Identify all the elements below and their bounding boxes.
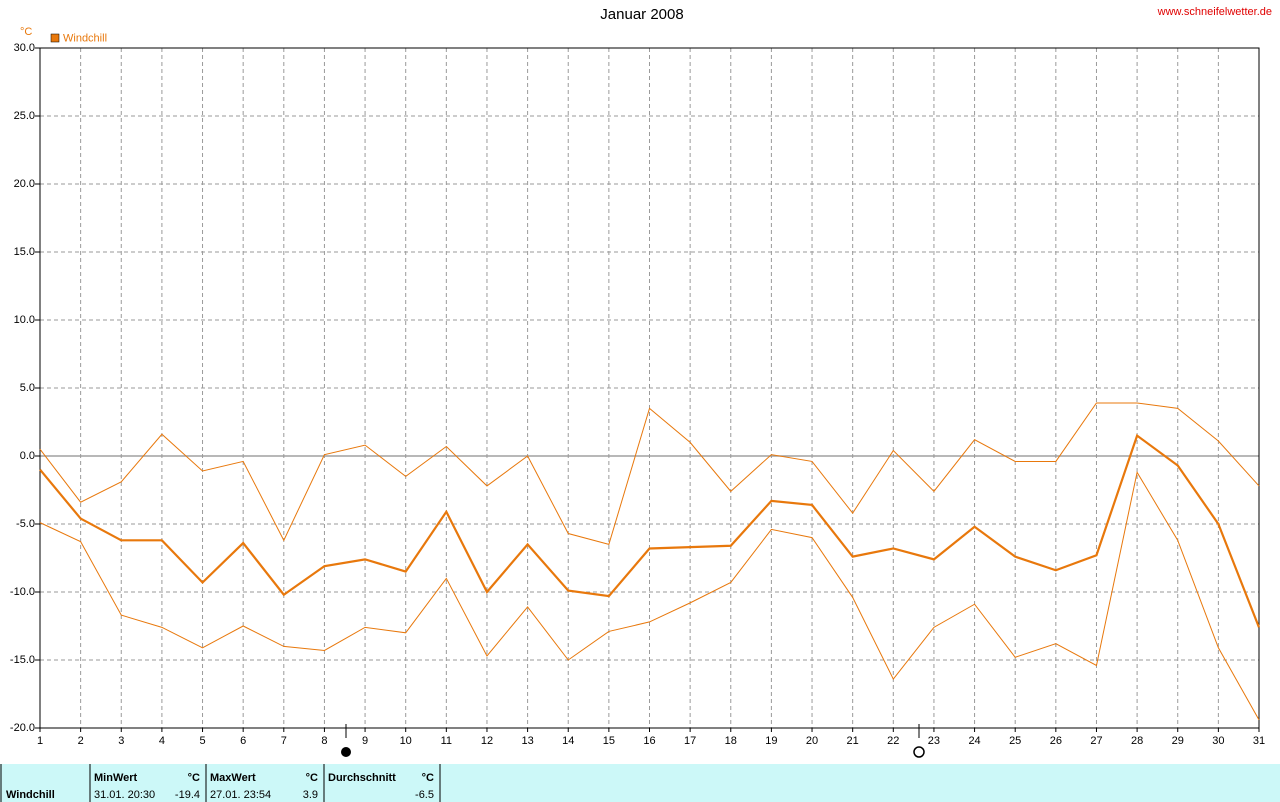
chart-title: Januar 2008 [600,6,683,23]
x-tick-label: 5 [199,735,205,747]
legend-swatch [50,33,60,43]
x-tick-label: 11 [441,735,452,747]
x-tick-label: 6 [240,735,246,747]
summary-header: MinWert [94,772,138,784]
line [39,402,1260,546]
x-tick-label: 13 [521,735,533,747]
x-tick-label: 17 [684,735,696,747]
y-tick-label: -10.0 [10,586,35,598]
y-tick-label: -20.0 [10,722,35,734]
x-tick-label: 22 [887,735,899,747]
summary-unit: °C [422,772,434,784]
y-tick-label: 20.0 [14,178,35,190]
x-tick-label: 30 [1212,735,1224,747]
y-tick-label: -5.0 [16,518,35,530]
x-tick-label: 29 [1172,735,1184,747]
x-tick-label: 9 [362,735,368,747]
x-tick-label: 21 [847,735,859,747]
summary-value: 3.9 [303,789,318,801]
x-tick-label: 8 [321,735,327,747]
y-tick-label: -15.0 [10,654,35,666]
x-tick-label: 23 [928,735,940,747]
line [39,433,1261,628]
y-tick-label: 0.0 [20,450,35,462]
x-tick-label: 3 [118,735,124,747]
x-tick-label: 28 [1131,735,1143,747]
x-tick-label: 10 [400,735,412,747]
x-tick-label: 18 [725,735,737,747]
x-tick-label: 12 [481,735,493,747]
summary-label: Windchill [6,789,55,801]
x-tick-label: 31 [1253,735,1265,747]
new-moon [341,747,351,757]
summary-unit: °C [306,772,318,784]
summary-value: -6.5 [415,789,434,801]
y-tick-label: 15.0 [14,246,35,258]
summary-header: Durchschnitt [328,772,396,784]
y-axis-unit: °C [20,26,32,38]
summary-unit: °C [188,772,200,784]
summary: Windchill MinWert °C 31.01. 20:30 -19.4 MaxWe… [0,764,441,802]
plot-border [39,47,1260,729]
x-tick-label: 20 [806,735,818,747]
x-tick-label: 26 [1050,735,1062,747]
source: www.schneifelwetter.de [1157,6,1272,18]
x-tick-label: 2 [78,735,84,747]
y-tick-label: 25.0 [14,110,35,122]
legend-label: Windchill [63,32,107,44]
y-tick-label: 5.0 [20,382,35,394]
line [39,470,1260,721]
x-tick-label: 7 [281,735,287,747]
x-tick-label: 25 [1009,735,1021,747]
x-tick-label: 14 [562,735,574,747]
x-tick-label: 16 [643,735,655,747]
x-tick-label: 27 [1090,735,1102,747]
summary-date: 31.01. 20:30 [94,789,155,801]
full-moon [913,746,925,758]
x-tick-label: 4 [159,735,165,747]
x-tick-label: 15 [603,735,615,747]
summary-panel [0,764,1280,802]
summary-header: MaxWert [210,772,256,784]
y-tick-label: 10.0 [14,314,35,326]
plot: Windchill-20.0-15.0-10.0-5.00.05.010.015… [10,32,1265,747]
x-tick-label: 24 [968,735,980,747]
x-tick-label: 19 [765,735,777,747]
summary-date: 27.01. 23:54 [210,789,271,801]
y-tick-label: 30.0 [14,42,35,54]
x-tick-label: 1 [37,735,43,747]
summary-value: -19.4 [175,789,200,801]
